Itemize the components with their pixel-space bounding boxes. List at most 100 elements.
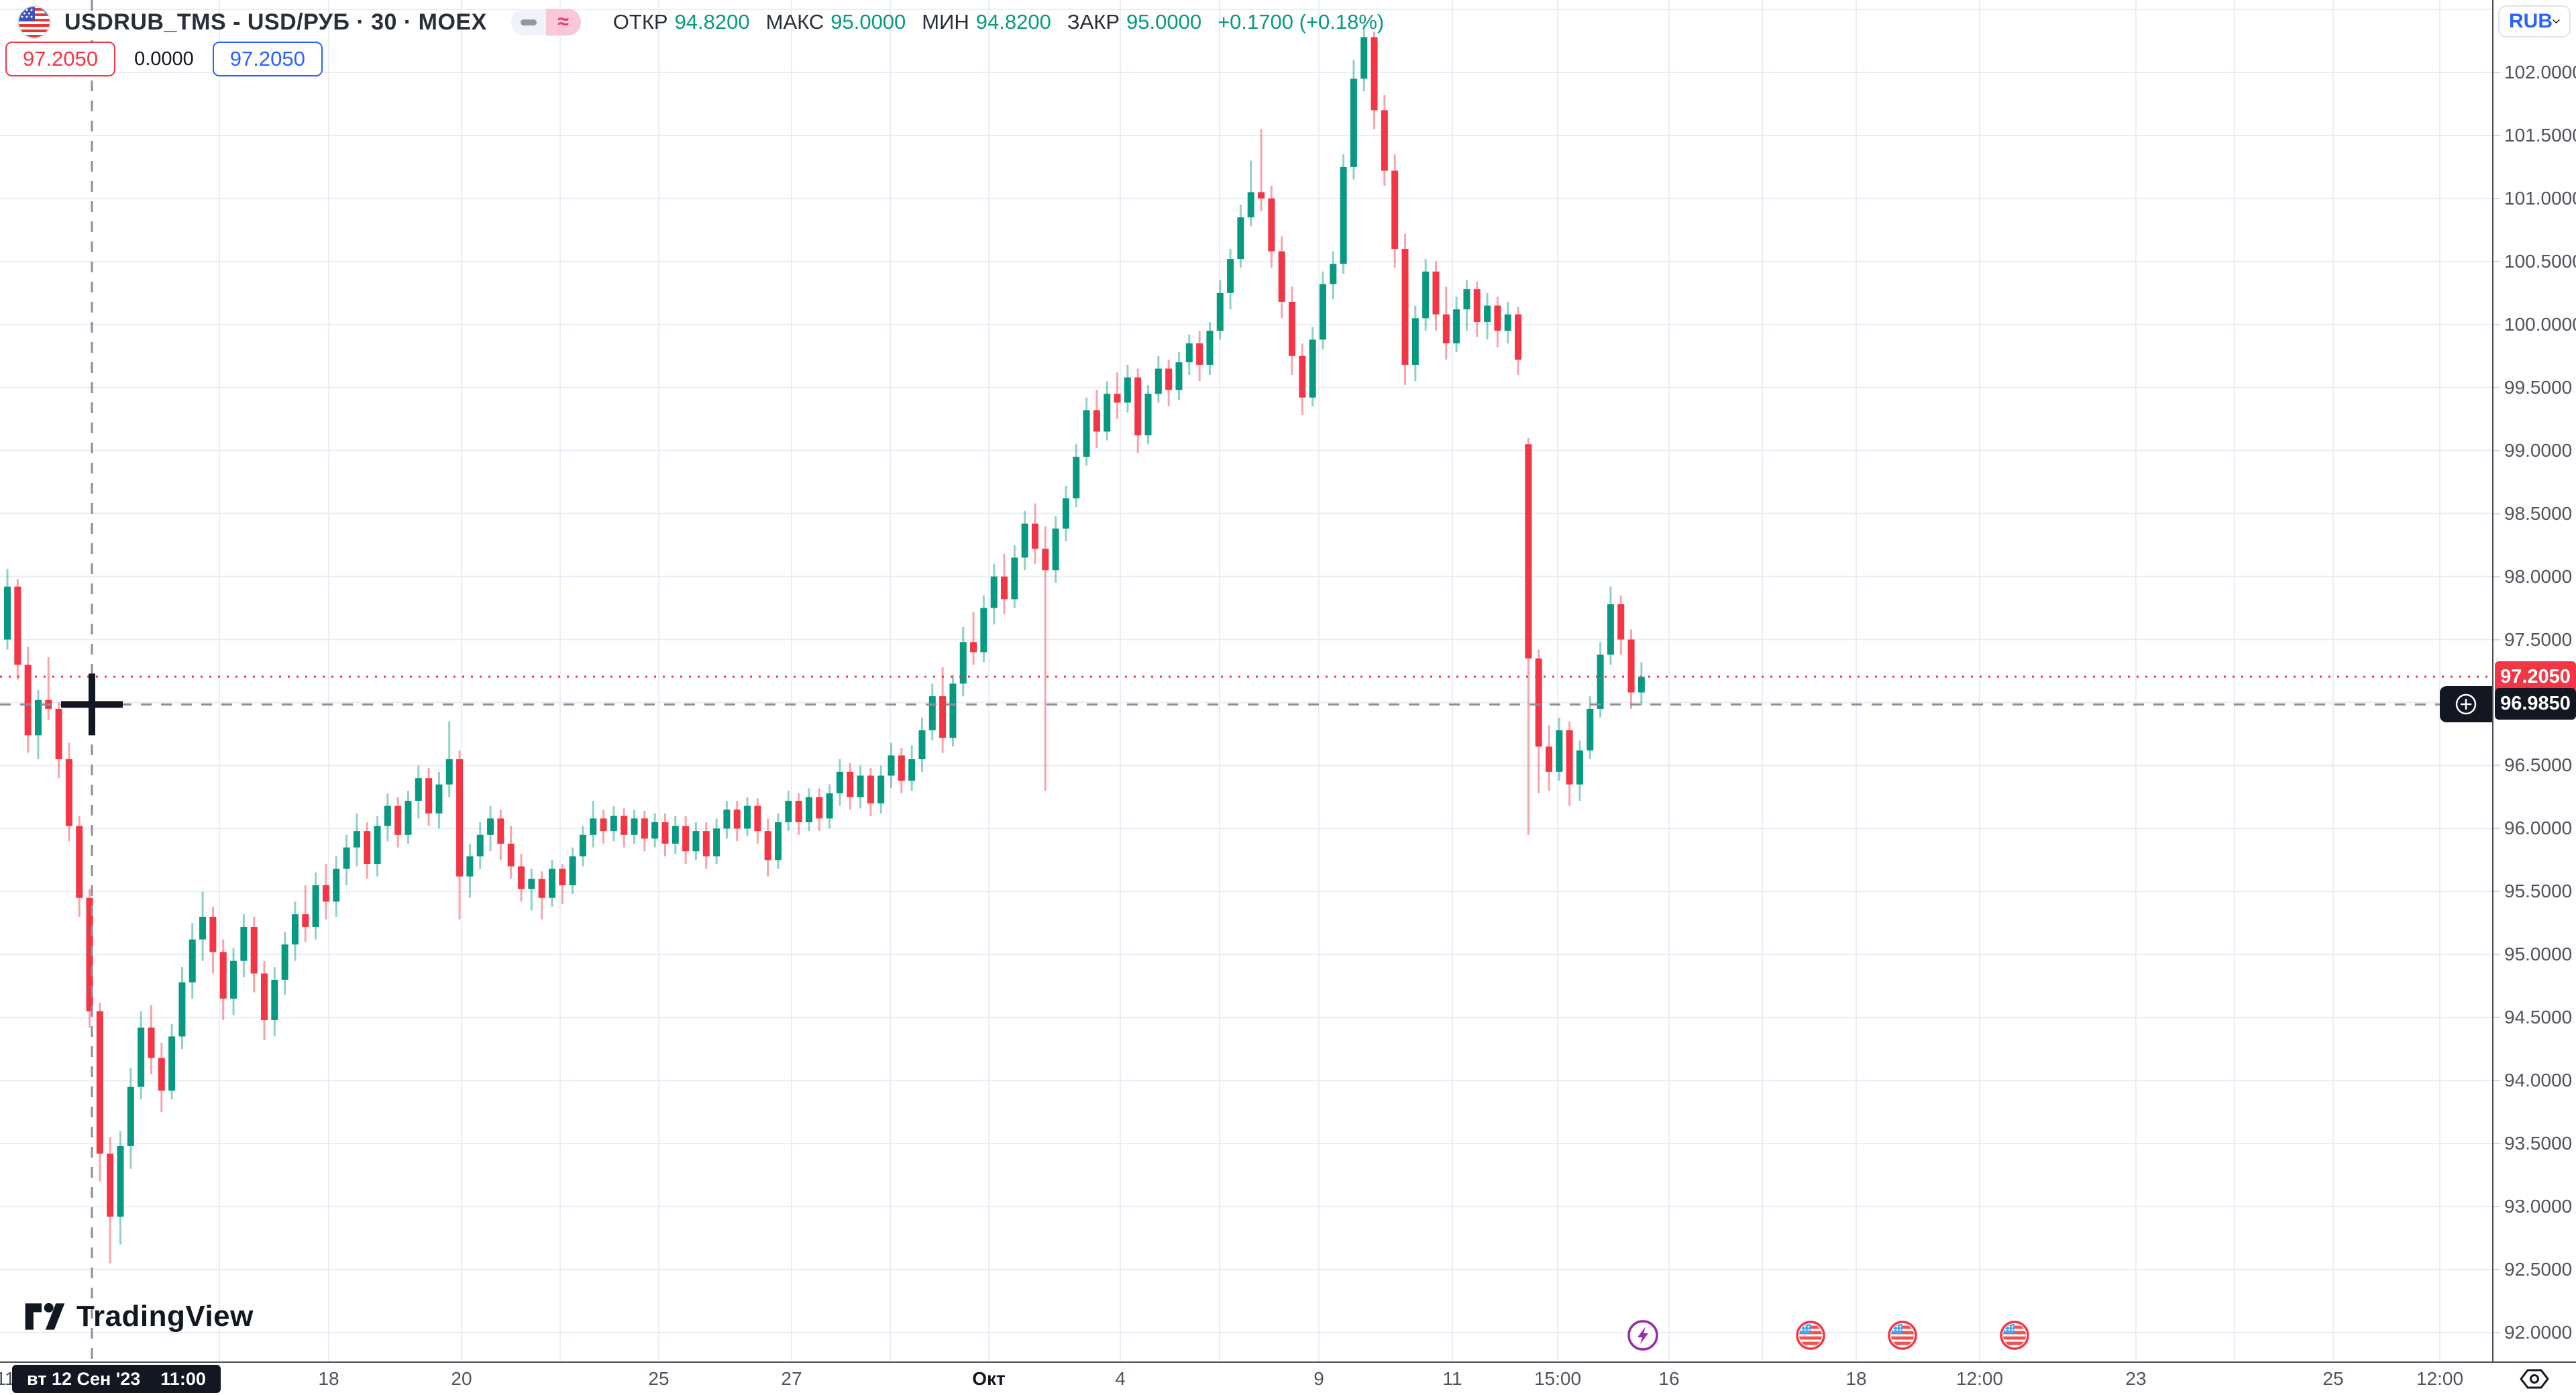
- economic-event-lightning-icon[interactable]: [1627, 1320, 1658, 1351]
- collapse-values-button[interactable]: [511, 9, 546, 36]
- time-tick-label: 16: [1658, 1368, 1680, 1389]
- price-tick-label: 101.5000: [2504, 124, 2576, 146]
- minus-icon: [520, 19, 537, 25]
- approx-price-button[interactable]: ≈: [545, 9, 581, 36]
- candle-body: [918, 730, 926, 760]
- candle-body: [1165, 368, 1173, 390]
- last-price-badge: 97.2050: [2495, 661, 2576, 693]
- candle-body: [1001, 576, 1008, 600]
- price-tickmark: [2493, 1332, 2500, 1333]
- high-label: МАКС: [765, 10, 824, 34]
- time-tick-label: 27: [781, 1368, 802, 1389]
- candle-body: [281, 944, 288, 980]
- candle-body: [24, 665, 32, 736]
- economic-event-us-flag-icon[interactable]: [1888, 1321, 1917, 1350]
- price-tickmark: [2493, 638, 2500, 640]
- candle-body: [1391, 170, 1399, 249]
- time-tick-label: 12:00: [2416, 1368, 2464, 1389]
- candle-body: [1227, 259, 1234, 293]
- tradingview-logo[interactable]: TradingView: [24, 1300, 254, 1333]
- candle-body: [1535, 658, 1542, 747]
- price-tick-label: 94.5000: [2504, 1007, 2573, 1028]
- candle-body: [1617, 604, 1625, 640]
- price-tickmark: [2493, 323, 2500, 325]
- economic-event-us-flag-icon[interactable]: [2000, 1321, 2029, 1350]
- candle-body: [1607, 604, 1614, 655]
- quote-row: 97.2050 0.0000 97.2050: [5, 42, 323, 76]
- candle-body: [445, 759, 453, 785]
- candle-body: [1546, 746, 1552, 772]
- candle-body: [518, 866, 525, 889]
- time-axis[interactable]: 11 18 20 25 27 Окт 4 9 11 15:00 16 18 12:00 23 25 12:00…: [0, 1361, 2492, 1395]
- crosshair-time: 11:00: [160, 1368, 206, 1389]
- candle-body: [55, 708, 62, 760]
- candle-body: [1104, 394, 1111, 432]
- candle-body: [1114, 394, 1121, 403]
- axis-settings-corner-button[interactable]: [2492, 1361, 2576, 1395]
- chart-plot-area[interactable]: TradingView: [0, 0, 2492, 1361]
- candle-body: [559, 869, 566, 885]
- candle-body: [898, 755, 905, 781]
- candle-body: [1206, 331, 1214, 365]
- candle-body: [1422, 271, 1430, 319]
- candle-body: [1268, 198, 1275, 252]
- candle-body: [939, 696, 947, 738]
- candle-body: [425, 778, 433, 814]
- add-alert-plus-button[interactable]: [2440, 686, 2492, 723]
- price-tick-label: 99.5000: [2504, 376, 2573, 398]
- candle-body: [1597, 655, 1604, 709]
- time-tick-label: 20: [451, 1368, 472, 1389]
- candle-body: [816, 797, 823, 819]
- candle-body: [1556, 730, 1563, 772]
- candle-body: [1083, 410, 1090, 457]
- candle-body: [1463, 289, 1470, 310]
- candle-body: [1360, 37, 1368, 79]
- spread-value: 0.0000: [134, 48, 194, 70]
- candle-body: [682, 826, 690, 852]
- candle-body: [661, 822, 669, 844]
- price-tick-label: 96.0000: [2504, 818, 2573, 839]
- symbol-title[interactable]: USDRUB_TMS - USD/РУБ · 30 · MOEX: [64, 9, 487, 35]
- candle-body: [240, 926, 248, 961]
- currency-dropdown[interactable]: RUB: [2498, 5, 2571, 38]
- candle-body: [1504, 314, 1511, 331]
- candle-body: [291, 914, 299, 945]
- price-tick-label: 98.5000: [2504, 502, 2573, 524]
- price-tickmark: [2493, 954, 2500, 956]
- open-value: 94.8200: [674, 10, 750, 34]
- candle-body: [692, 831, 700, 852]
- price-tick-label: 96.5000: [2504, 755, 2573, 776]
- candlestick-chart[interactable]: [0, 0, 2492, 1361]
- sell-price-button[interactable]: 97.2050: [5, 42, 116, 76]
- candle-body: [1052, 528, 1059, 571]
- economic-event-us-flag-icon[interactable]: [1796, 1321, 1825, 1350]
- candle-body: [1073, 457, 1080, 499]
- candle-body: [775, 822, 782, 860]
- candle-body: [600, 818, 607, 832]
- price-axis[interactable]: RUB 102.0000 101.5000 101.0000 100.5000 100.…: [2492, 0, 2576, 1361]
- candle-body: [733, 810, 741, 829]
- price-tickmark: [2493, 1143, 2500, 1145]
- candle-body: [261, 973, 268, 1021]
- candle-body: [1175, 362, 1183, 390]
- candle-body: [590, 818, 597, 835]
- candle-body: [1032, 523, 1038, 549]
- price-tick-label: 97.5000: [2504, 628, 2573, 650]
- candle-body: [209, 916, 217, 952]
- candle-body: [908, 759, 916, 781]
- buy-price-button[interactable]: 97.2050: [212, 42, 323, 76]
- price-tickmark: [2493, 449, 2500, 451]
- candle-body: [394, 805, 402, 835]
- price-tick-label: 95.0000: [2504, 944, 2573, 965]
- candle-body: [148, 1027, 155, 1058]
- price-tick-label: 100.5000: [2504, 250, 2576, 272]
- time-tick-label: Окт: [972, 1368, 1006, 1389]
- candle-body: [970, 642, 977, 653]
- time-tick-label: 15:00: [1534, 1368, 1582, 1389]
- candle-body: [1144, 394, 1152, 436]
- candle-body: [1278, 251, 1285, 302]
- candle-body: [230, 960, 237, 999]
- time-tick-label: 25: [648, 1368, 669, 1389]
- candle-body: [107, 1154, 114, 1217]
- candle-body: [1093, 410, 1100, 432]
